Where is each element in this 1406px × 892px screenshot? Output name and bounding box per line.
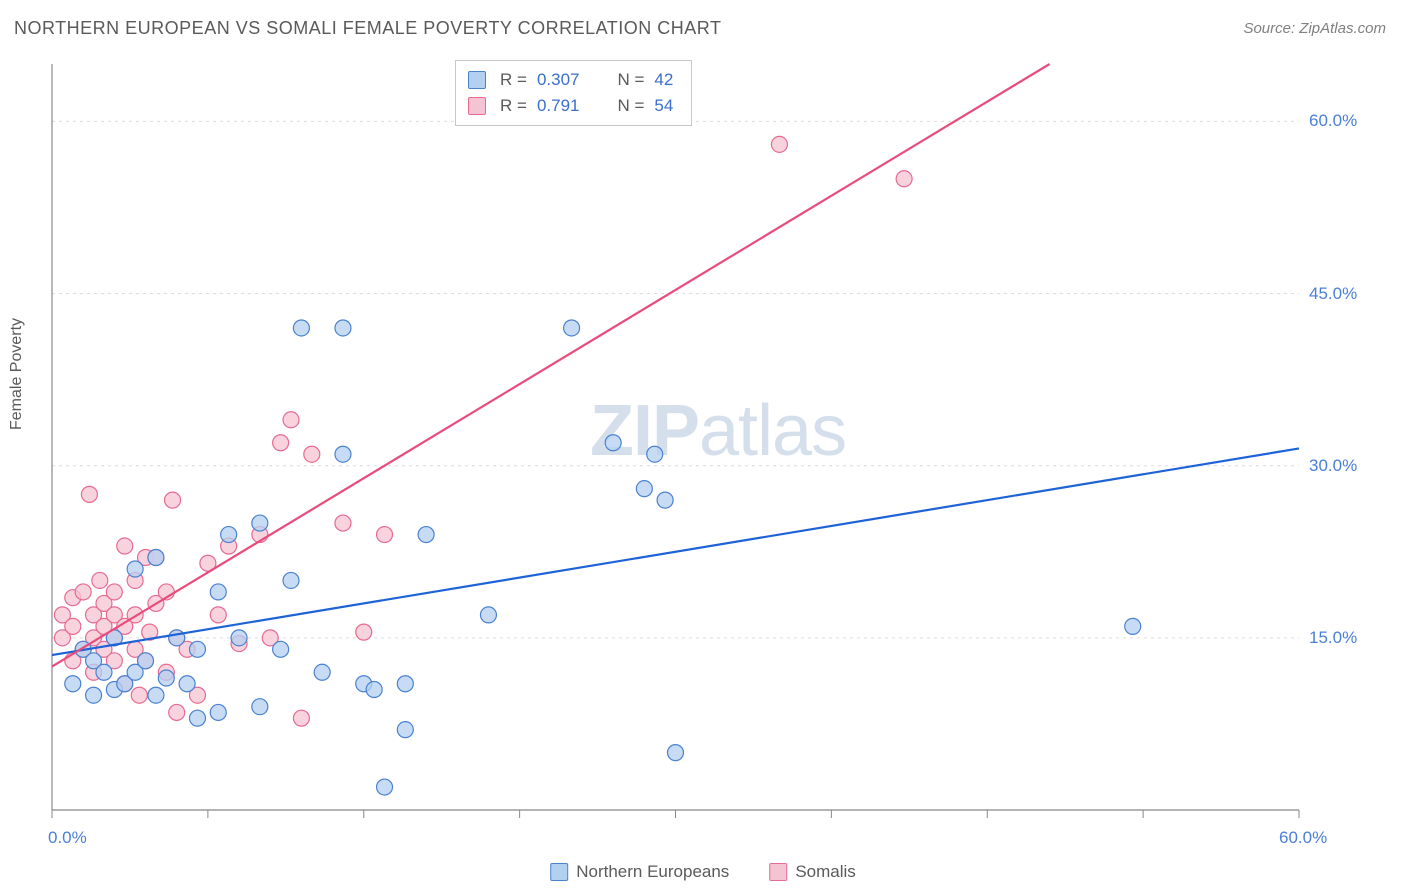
source-label: Source: ZipAtlas.com (1243, 20, 1386, 37)
x-tick-label: 0.0% (48, 828, 87, 848)
scatter-plot (46, 60, 1351, 830)
y-tick-label: 15.0% (1309, 628, 1357, 648)
y-tick-label: 45.0% (1309, 284, 1357, 304)
swatch-icon (550, 863, 568, 881)
r-label: R = (500, 96, 527, 116)
stats-row-pink: R = 0.791 N = 54 (468, 93, 673, 119)
swatch-icon (468, 71, 486, 89)
n-value: 54 (654, 96, 673, 116)
stats-row-blue: R = 0.307 N = 42 (468, 67, 673, 93)
r-label: R = (500, 70, 527, 90)
r-value: 0.791 (537, 96, 580, 116)
correlation-stats-box: R = 0.307 N = 42 R = 0.791 N = 54 (455, 60, 692, 126)
y-axis-label: Female Poverty (8, 318, 26, 430)
chart-container: NORTHERN EUROPEAN VS SOMALI FEMALE POVER… (0, 0, 1406, 892)
chart-title: NORTHERN EUROPEAN VS SOMALI FEMALE POVER… (14, 18, 721, 39)
swatch-icon (769, 863, 787, 881)
n-label: N = (617, 70, 644, 90)
legend: Northern Europeans Somalis (550, 862, 856, 882)
x-tick-label: 60.0% (1279, 828, 1327, 848)
legend-item: Somalis (769, 862, 855, 882)
n-label: N = (617, 96, 644, 116)
y-tick-label: 30.0% (1309, 456, 1357, 476)
legend-item: Northern Europeans (550, 862, 729, 882)
r-value: 0.307 (537, 70, 580, 90)
legend-label: Somalis (795, 862, 855, 882)
swatch-icon (468, 97, 486, 115)
legend-label: Northern Europeans (576, 862, 729, 882)
n-value: 42 (654, 70, 673, 90)
y-tick-label: 60.0% (1309, 111, 1357, 131)
